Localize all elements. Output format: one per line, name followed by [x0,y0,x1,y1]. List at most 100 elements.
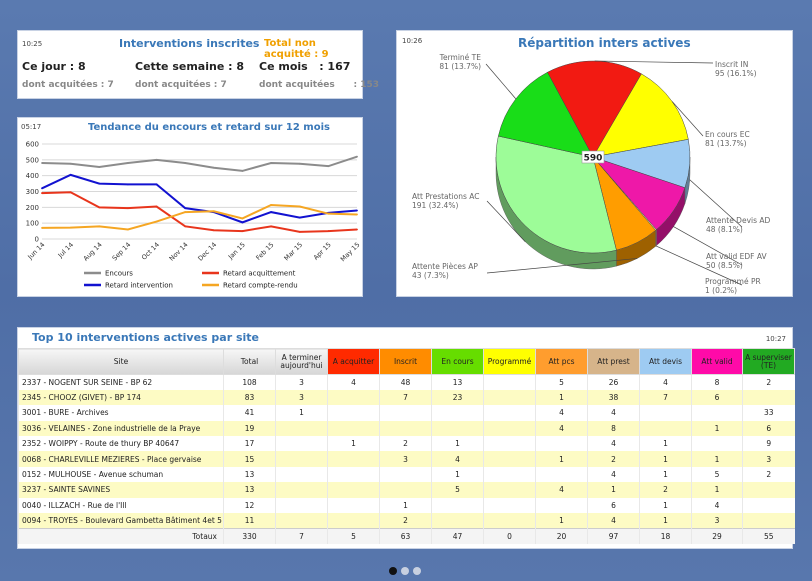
series-point [184,225,187,228]
legend-label: Encours [105,270,133,278]
count-cell [275,497,328,514]
count-cell: 13 [223,466,276,483]
count-cell [535,436,588,452]
column-header[interactable]: Att valid [691,348,743,375]
table-title: Top 10 interventions actives par site [32,331,260,344]
series-point [356,213,358,216]
count-cell: 1 [639,466,692,483]
count-cell [275,482,328,498]
column-header[interactable]: Att prest [587,348,640,375]
total-cell: 330 [223,527,276,545]
table-row[interactable]: 0152 - MULHOUSE - Avenue schuman 13 1 4 1 5 2 [18,466,795,483]
count-cell: 2 [587,451,640,467]
total-cell: 18 [639,527,692,545]
column-header[interactable]: Inscrit [379,348,432,375]
table-row[interactable]: 2352 - WOIPPY - Route de thury BP 40647 1… [18,436,795,452]
totals-row: Totaux 330 7 5 63 47 0 20 97 18 29 55 [18,527,795,545]
pager-dot[interactable] [389,567,397,575]
column-header[interactable]: A acquitter [327,348,380,375]
count-cell: 5 [535,374,588,390]
count-cell: 7 [379,389,432,406]
count-cell: 1 [587,482,640,498]
count-cell [379,420,432,437]
count-cell: 8 [691,374,743,390]
table-time: 10:27 [765,335,786,343]
count-cell: 4 [535,420,588,437]
count-cell [327,451,380,467]
series-point [184,211,187,213]
series-point [69,162,72,165]
count-cell: 3 [379,451,432,467]
column-header[interactable]: Programmé [483,348,536,375]
table-row[interactable]: 3237 - SAINTE SAVINES 13 5 4 1 2 1 [18,482,795,498]
count-cell: 1 [431,436,484,452]
count-cell [742,513,795,529]
pie-slice [547,60,642,158]
count-cell [379,466,432,483]
pie-label-name: Attente Devis AD [706,216,771,225]
pager-dot[interactable] [413,567,421,575]
column-header[interactable]: Total [223,348,276,375]
table-row[interactable]: 2337 - NOGENT SUR SEINE - BP 62 108 3 4 48 13… [18,374,795,390]
count-cell [742,389,795,406]
count-cell [275,466,328,483]
count-cell [275,420,328,437]
site-name-cell: 3237 - SAINTE SAVINES [18,482,224,498]
count-cell: 3 [275,374,328,390]
column-header[interactable]: A superviser (TE) [742,348,795,375]
table-row[interactable]: 0094 - TROYES - Boulevard Gambetta Bâtim… [18,513,795,529]
count-cell: 1 [639,497,692,514]
pie-leader-line [689,179,743,228]
count-week: Cette semaine : 8 [135,60,245,73]
series-point [241,217,244,220]
column-header[interactable]: A terminer aujourd'hui [275,348,328,375]
pie-leader-line [486,258,638,274]
series-point [270,225,272,228]
series-point [127,162,129,164]
count-cell [483,420,536,437]
count-cell [483,436,536,452]
count-cell: 1 [379,497,432,514]
sites-table: Site Total A terminer aujourd'hui A acquitt… [18,348,795,545]
legend-label: Retard intervention [105,282,173,290]
count-cell [639,405,692,421]
pie-leader-line [485,63,517,100]
count-cell [742,497,795,514]
x-tick-label: Feb 15 [254,241,275,262]
pie-slice [592,73,689,158]
count-cell [327,482,380,498]
legend-label: Retard acquittement [223,270,296,278]
series-point [327,230,330,232]
total-cell: 0 [483,527,536,545]
table-row[interactable]: 0040 - ILLZACH - Rue de l'Ill 12 1 6 1 4 [18,497,795,514]
table-row[interactable]: 3036 - VELAINES - Zone industrielle de l… [18,420,795,437]
count-cell [483,466,536,483]
pager-dot[interactable] [401,567,409,575]
table-row[interactable]: 0068 - CHARLEVILLE MEZIERES - Place gerv… [18,451,795,467]
count-cell: 41 [223,405,276,421]
pie-label-value: 191 (32.4%) [412,201,458,210]
series-point [212,166,215,169]
count-cell: 6 [742,420,795,437]
pie-label-value: 48 (8.1%) [706,225,743,234]
x-tick-label: May 15 [339,241,361,263]
pie-leader-line [486,200,526,242]
site-name-cell: 0152 - MULHOUSE - Avenue schuman [18,466,224,483]
count-cell: 1 [691,482,743,498]
column-header[interactable]: Att pcs [535,348,588,375]
count-cell [483,374,536,390]
count-cell: 8 [587,420,640,437]
series-point [270,204,272,206]
column-header[interactable]: Att devis [639,348,692,375]
count-cell: 2 [639,482,692,498]
series-point [212,229,215,232]
table-row[interactable]: 2345 - CHOOZ (GIVET) - BP 174 83 3 7 23 1 38 7 6 [18,389,795,406]
series-line [41,191,358,233]
count-cell: 6 [587,497,640,514]
x-tick-label: Dec 14 [196,241,218,263]
column-header[interactable]: En cours [431,348,484,375]
pie-total: 590 [584,154,603,164]
x-tick-label: Jul 14 [56,241,75,260]
column-header[interactable]: Site [18,348,224,375]
table-row[interactable]: 3001 - BURE - Archives 41 1 4 4 33 [18,405,795,421]
